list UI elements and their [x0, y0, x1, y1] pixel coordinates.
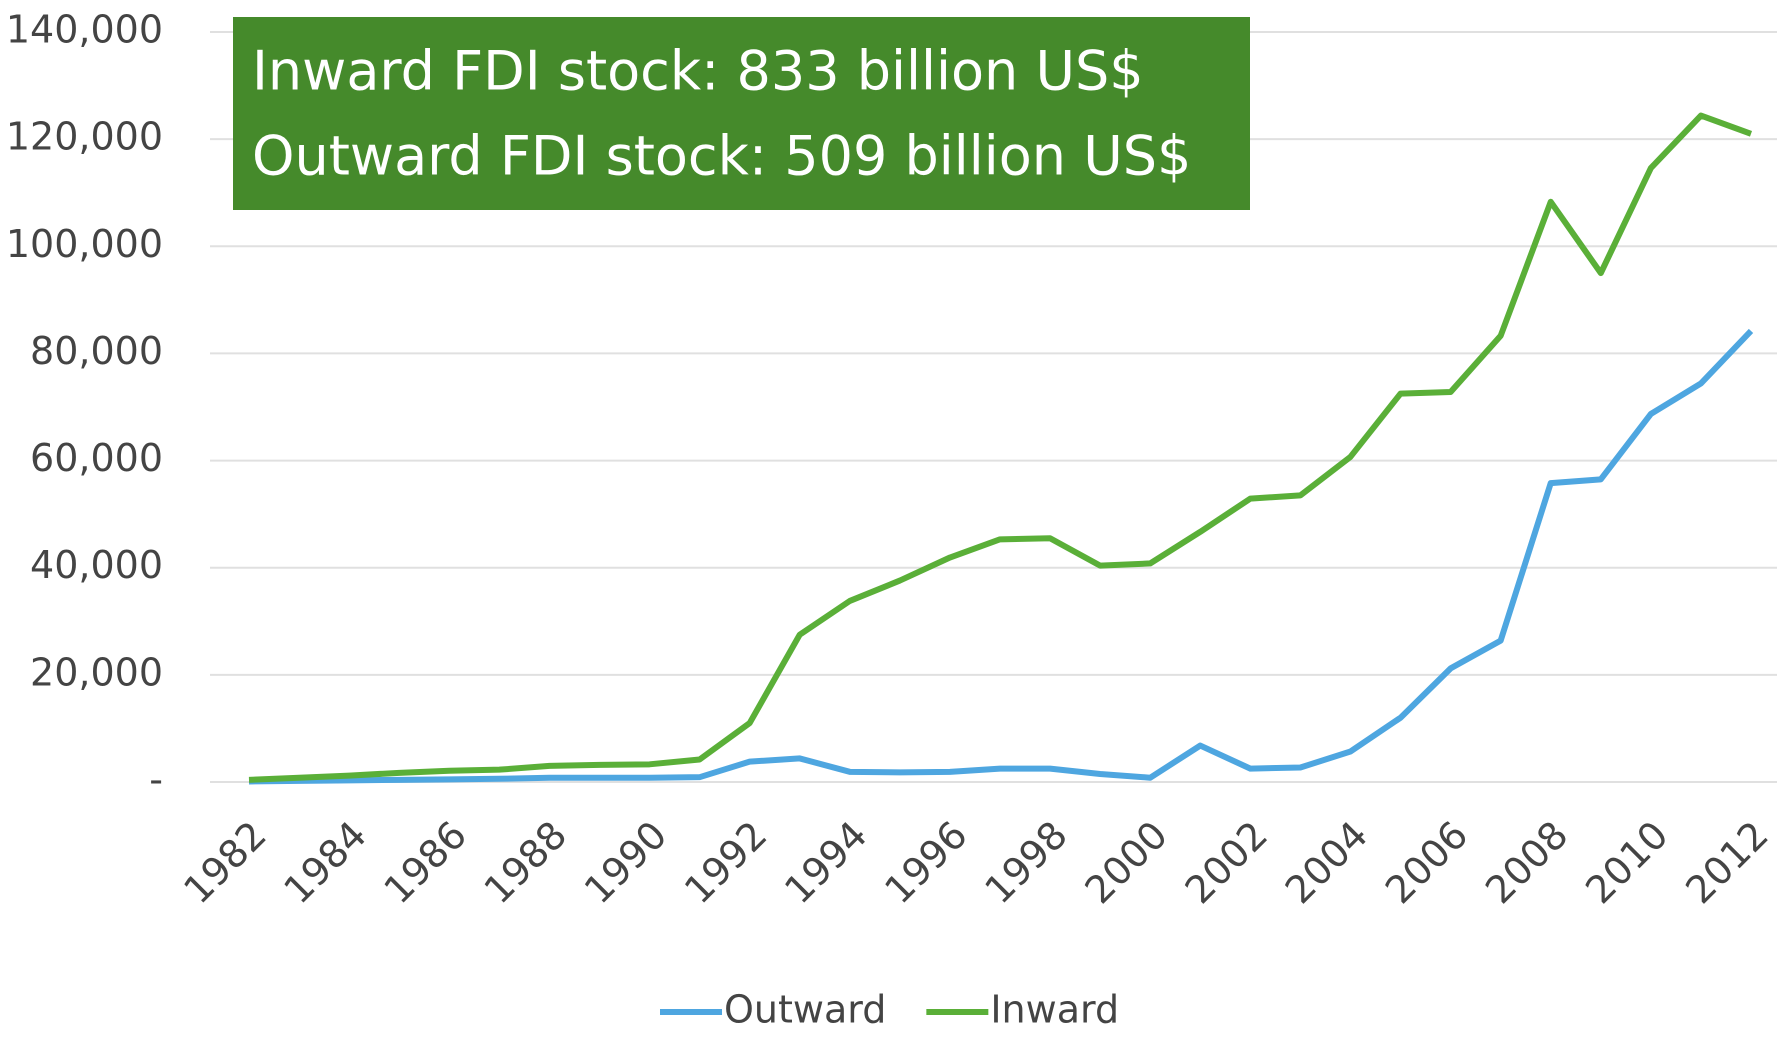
- x-tick-label: 1988: [476, 813, 576, 913]
- y-tick-label: -: [149, 758, 163, 802]
- legend-label: Inward: [990, 988, 1119, 1032]
- y-tick-label: 80,000: [30, 329, 163, 373]
- annotation: Inward FDI stock: 833 billion US$: [252, 40, 1144, 103]
- y-tick-label: 60,000: [30, 436, 163, 480]
- x-tick-label: 1986: [376, 813, 476, 913]
- x-tick-label: 2010: [1577, 813, 1677, 913]
- y-tick-label: 120,000: [6, 115, 163, 159]
- y-tick-label: 140,000: [6, 8, 163, 52]
- line-series: [248, 112, 1753, 783]
- y-tick-label: 100,000: [6, 222, 163, 266]
- x-tick-label: 1998: [976, 813, 1076, 913]
- x-tick-label: 1992: [676, 813, 776, 913]
- x-tick-label: 2006: [1377, 813, 1477, 913]
- x-tick-label: 2008: [1477, 813, 1577, 913]
- x-tick-label: 1996: [876, 813, 976, 913]
- x-tick-label: 2002: [1177, 813, 1277, 913]
- x-tick-label: 2012: [1677, 813, 1777, 913]
- y-tick-label: 40,000: [30, 543, 163, 587]
- x-tick-label: 1982: [175, 813, 275, 913]
- x-tick-label: 1994: [776, 813, 876, 913]
- x-tick-label: 1984: [275, 813, 375, 913]
- line-series: [248, 328, 1754, 785]
- x-tick-label: 2000: [1076, 813, 1176, 913]
- legend-label: Outward: [724, 988, 886, 1032]
- annotation-box: [233, 17, 1250, 210]
- y-tick-label: 20,000: [30, 650, 163, 694]
- x-tick-label: 2004: [1277, 813, 1377, 913]
- annotation: Outward FDI stock: 509 billion US$: [252, 125, 1191, 188]
- x-tick-label: 1990: [576, 813, 676, 913]
